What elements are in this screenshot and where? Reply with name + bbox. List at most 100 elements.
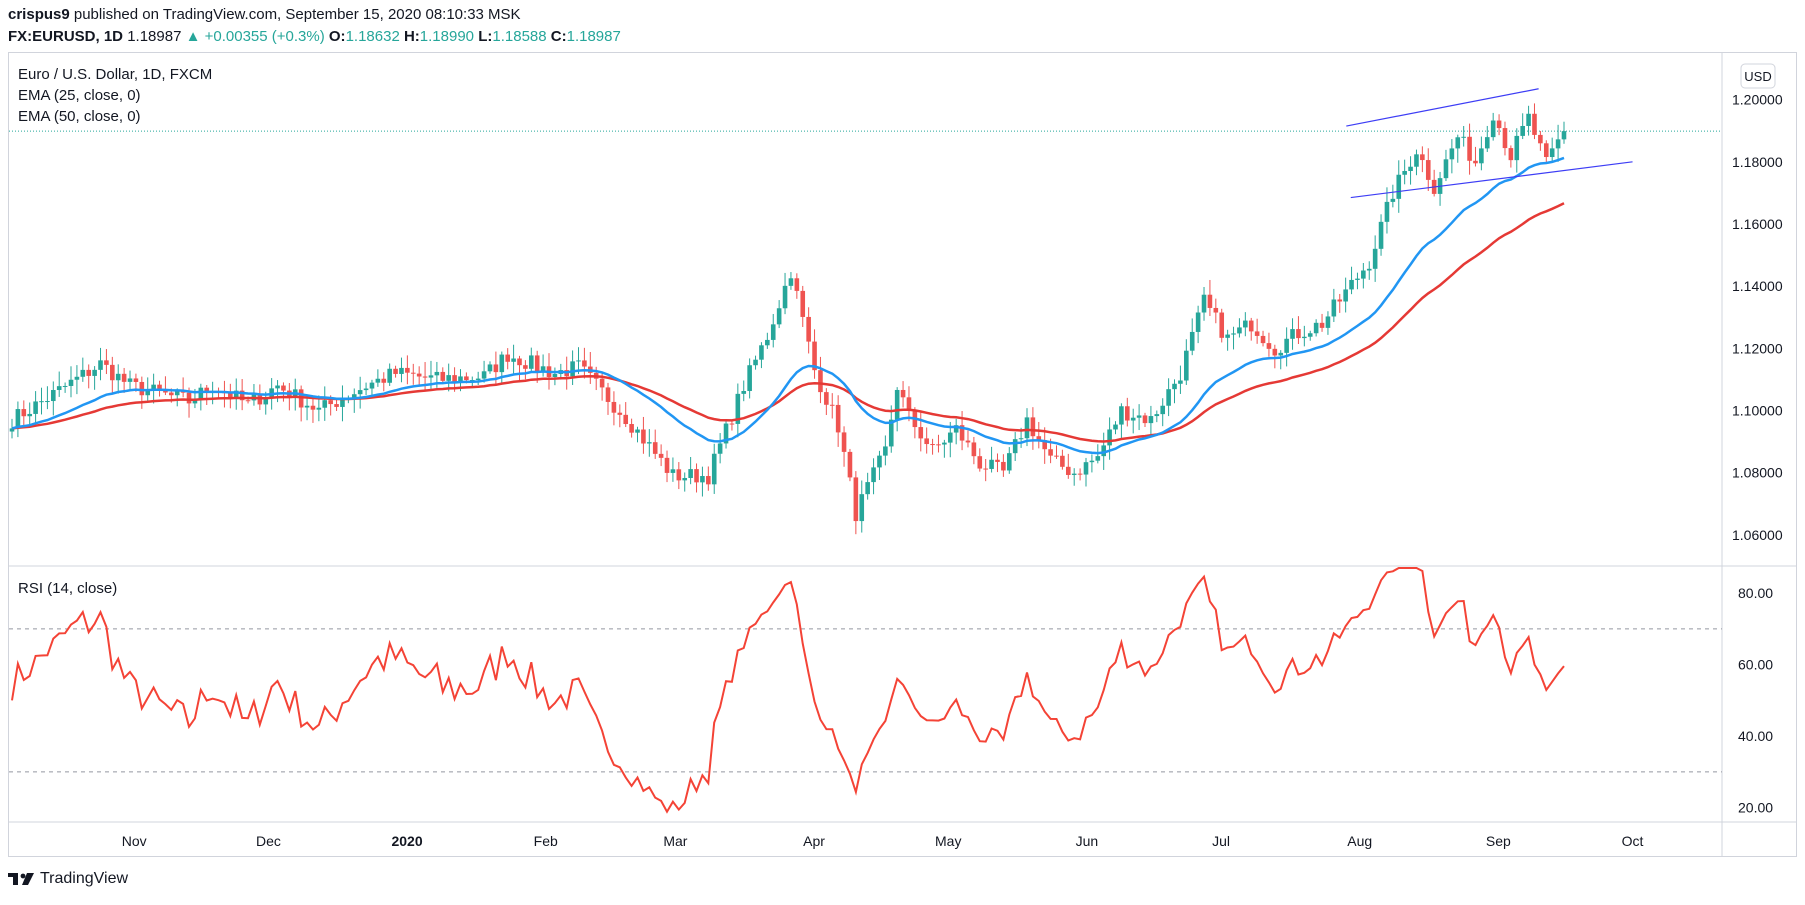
- candle-body: [635, 429, 640, 433]
- publish-info: crispus9 published on TradingView.com, S…: [8, 6, 521, 23]
- candle: [1089, 454, 1095, 473]
- candle: [351, 388, 357, 413]
- candle-body: [233, 390, 239, 399]
- candle-body: [493, 364, 499, 373]
- candle: [1514, 128, 1520, 173]
- candle: [233, 378, 239, 410]
- candle: [1060, 449, 1065, 470]
- candle: [1065, 453, 1071, 479]
- candle-body: [1390, 198, 1396, 202]
- candle-body: [446, 375, 451, 381]
- candle: [1172, 379, 1177, 404]
- candle-body: [1048, 449, 1053, 456]
- candle: [1012, 432, 1018, 462]
- candle-body: [829, 404, 835, 406]
- ema50-line: [11, 202, 1565, 443]
- footer-brand[interactable]: TradingView: [8, 870, 128, 888]
- candle-body: [1231, 333, 1236, 335]
- candle: [953, 418, 959, 445]
- candle: [900, 381, 906, 408]
- candle: [275, 380, 280, 403]
- candle-body: [1219, 312, 1225, 338]
- candle-body: [936, 444, 941, 446]
- candle: [92, 366, 97, 390]
- candle: [570, 350, 575, 386]
- candle-body: [658, 453, 664, 458]
- candle: [806, 307, 811, 354]
- candle-body: [139, 381, 145, 396]
- candle-body: [39, 401, 44, 403]
- candle-body: [688, 469, 693, 478]
- candle: [1561, 121, 1567, 144]
- candle: [1455, 134, 1461, 163]
- candle: [794, 273, 800, 299]
- candle: [1526, 105, 1531, 136]
- high-value: 1.18990: [419, 28, 475, 45]
- candle: [711, 443, 717, 494]
- candle-body: [1148, 416, 1154, 424]
- candle: [1361, 262, 1366, 289]
- candle-body: [759, 345, 764, 360]
- candle-body: [1077, 473, 1083, 475]
- candle-body: [765, 339, 770, 346]
- candle-body: [1443, 159, 1449, 179]
- candle: [1042, 427, 1047, 464]
- candle-body: [239, 390, 245, 401]
- candle: [1431, 169, 1437, 197]
- candle-body: [204, 387, 210, 393]
- candle-body: [1065, 466, 1071, 475]
- candle-body: [977, 456, 983, 469]
- candle: [1166, 378, 1171, 417]
- author-name[interactable]: crispus9: [8, 6, 70, 23]
- candle: [1520, 113, 1525, 140]
- candle-body: [228, 393, 233, 399]
- candle-body: [1054, 455, 1059, 457]
- candle: [788, 272, 794, 290]
- candle: [15, 401, 21, 438]
- candle-body: [1154, 414, 1160, 417]
- candle-body: [487, 364, 493, 372]
- candle: [39, 387, 44, 415]
- candle: [700, 466, 705, 497]
- candle: [977, 448, 983, 472]
- legend-title: Euro / U.S. Dollar, 1D, FXCM: [18, 66, 212, 83]
- candle-body: [9, 428, 15, 432]
- candle: [139, 376, 145, 409]
- candle: [582, 347, 587, 379]
- candle: [1189, 318, 1195, 356]
- currency-badge: USD: [1740, 63, 1776, 89]
- candle-body: [363, 388, 369, 391]
- candle: [1130, 408, 1136, 434]
- candle-body: [1343, 289, 1348, 302]
- price-tick-label: 1.20000: [1732, 92, 1783, 108]
- candle: [493, 351, 499, 386]
- candle-body: [74, 376, 80, 380]
- candle-body: [110, 364, 115, 381]
- candle: [405, 355, 410, 385]
- candle-body: [953, 425, 959, 433]
- time-tick-label: Sep: [1486, 833, 1511, 849]
- candle-body: [357, 390, 363, 395]
- candle-body: [169, 392, 174, 396]
- candle-body: [965, 440, 971, 443]
- candle: [906, 386, 912, 422]
- candle-body: [452, 375, 457, 383]
- candle-body: [782, 285, 788, 309]
- candle: [1006, 447, 1012, 474]
- candle: [924, 427, 929, 454]
- candle-body: [1160, 405, 1166, 415]
- candle: [1207, 279, 1213, 317]
- candle-body: [1237, 327, 1242, 334]
- candle: [835, 395, 841, 447]
- candle-body: [534, 355, 540, 372]
- candle-body: [328, 400, 333, 405]
- candle-body: [505, 354, 510, 362]
- candle-body: [995, 459, 1000, 462]
- candle: [387, 363, 392, 386]
- price-tick-label: 1.06000: [1732, 527, 1783, 543]
- candle-body: [198, 387, 204, 401]
- candle-body: [1042, 440, 1047, 450]
- candle: [1083, 457, 1089, 487]
- candle-body: [275, 385, 280, 389]
